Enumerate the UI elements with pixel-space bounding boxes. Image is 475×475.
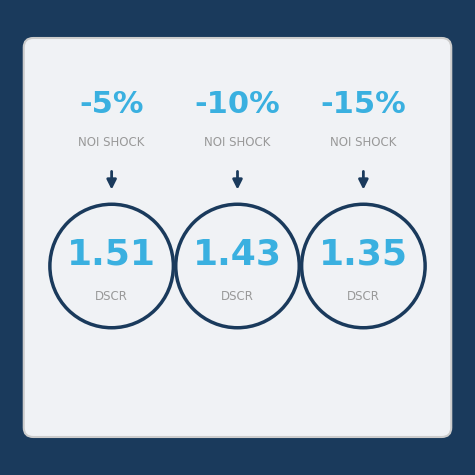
Text: NOI SHOCK: NOI SHOCK xyxy=(78,136,145,149)
Text: -5%: -5% xyxy=(79,90,144,119)
Text: DSCR: DSCR xyxy=(221,290,254,304)
Text: NOI SHOCK: NOI SHOCK xyxy=(330,136,397,149)
Text: DSCR: DSCR xyxy=(95,290,128,304)
FancyBboxPatch shape xyxy=(24,38,451,437)
Text: 1.35: 1.35 xyxy=(319,237,408,271)
Text: NOI SHOCK: NOI SHOCK xyxy=(204,136,271,149)
Text: 1.51: 1.51 xyxy=(67,237,156,271)
Text: -10%: -10% xyxy=(195,90,280,119)
Text: -15%: -15% xyxy=(321,90,406,119)
Text: DSCR: DSCR xyxy=(347,290,380,304)
Text: 1.43: 1.43 xyxy=(193,237,282,271)
